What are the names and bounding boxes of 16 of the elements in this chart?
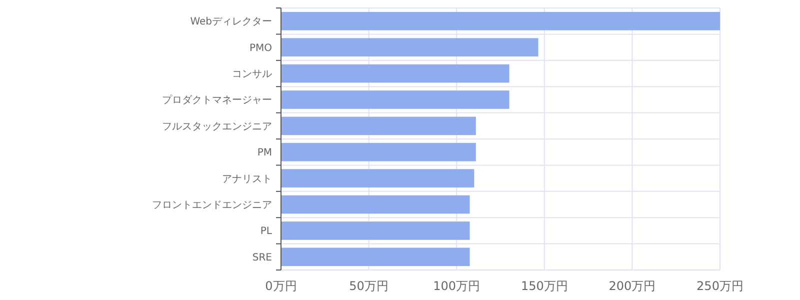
x-tick-label: 100万円 bbox=[433, 279, 480, 293]
y-tick-label: Webディレクター bbox=[190, 16, 272, 28]
y-tick-label: フロントエンドエンジニア bbox=[152, 200, 272, 211]
y-tick-label: SRE bbox=[252, 252, 272, 264]
y-tick-label: フルスタックエンジニア bbox=[162, 121, 272, 132]
y-tick-label: PL bbox=[260, 226, 272, 238]
x-tick-label: 0万円 bbox=[265, 279, 297, 293]
x-tick-label: 250万円 bbox=[696, 279, 744, 293]
x-tick-label: 150万円 bbox=[520, 279, 568, 293]
y-tick-label: プロダクトマネージャー bbox=[162, 94, 272, 106]
x-tick-label: 200万円 bbox=[608, 279, 656, 293]
y-tick-label: コンサル bbox=[232, 69, 272, 80]
x-tick-label: 50万円 bbox=[349, 279, 388, 293]
y-tick-label: アナリスト bbox=[222, 174, 272, 185]
y-tick-label: PM bbox=[257, 148, 272, 159]
y-tick-label: PMO bbox=[249, 42, 272, 54]
